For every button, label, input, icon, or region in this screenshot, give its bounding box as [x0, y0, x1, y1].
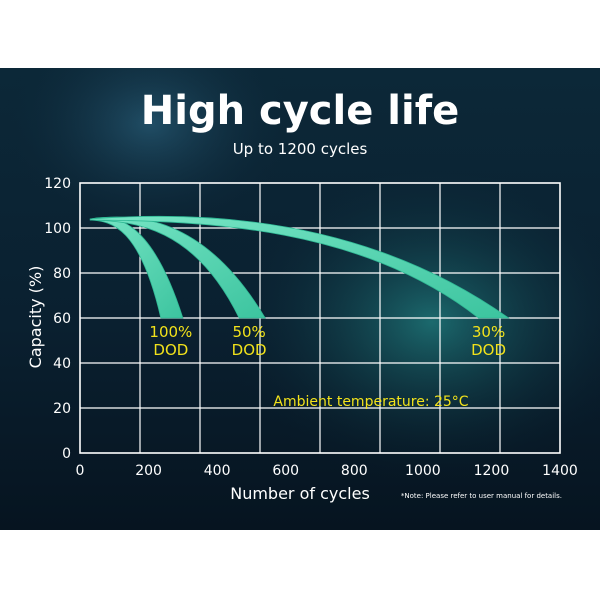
x-tick-label: 400 — [204, 463, 231, 479]
y-tick-label: 60 — [53, 311, 71, 327]
x-tick-label: 1000 — [405, 463, 441, 479]
x-tick-label: 1400 — [542, 463, 578, 479]
y-tick-label: 40 — [53, 356, 71, 372]
x-tick-label: 800 — [341, 463, 368, 479]
x-tick-label: 0 — [76, 463, 85, 479]
y-tick-label: 80 — [53, 266, 71, 282]
y-tick-label: 100 — [44, 221, 71, 237]
ambient-temperature-annotation: Ambient temperature: 25°C — [273, 394, 468, 410]
y-axis-label: Capacity (%) — [26, 266, 45, 369]
series-label-0: 100% — [149, 323, 192, 341]
series-label-dod-1: DOD — [232, 341, 267, 359]
series-label-dod-2: DOD — [471, 341, 506, 359]
series-label-2: 30% — [472, 323, 505, 341]
y-tick-label: 0 — [62, 446, 71, 462]
footnote: *Note: Please refer to user manual for d… — [401, 492, 562, 500]
x-tick-label: 600 — [272, 463, 299, 479]
series-label-dod-0: DOD — [153, 341, 188, 359]
chart-subtitle: Up to 1200 cycles — [233, 140, 368, 158]
x-axis-label: Number of cycles — [230, 484, 370, 503]
curves — [89, 215, 510, 319]
y-tick-label: 120 — [44, 176, 71, 192]
y-tick-label: 20 — [53, 401, 71, 417]
series-label-1: 50% — [232, 323, 265, 341]
x-tick-label: 1200 — [474, 463, 510, 479]
capacity-curve-2 — [89, 215, 510, 319]
x-tick-label: 200 — [135, 463, 162, 479]
background-glow-top — [0, 68, 600, 530]
chart-title: High cycle life — [141, 88, 459, 134]
